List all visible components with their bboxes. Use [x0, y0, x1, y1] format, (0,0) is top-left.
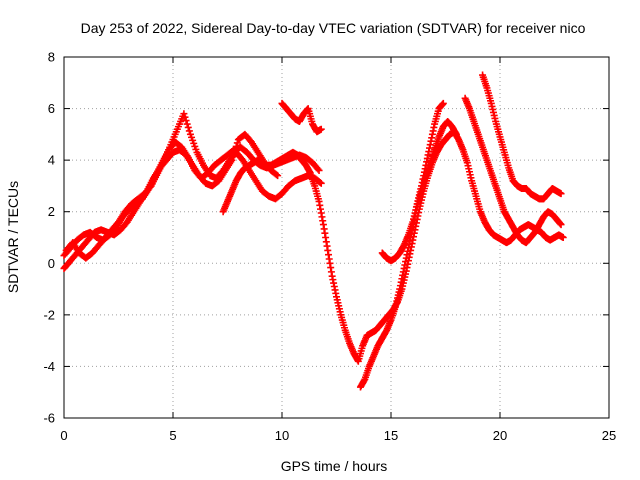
data-point	[229, 153, 237, 161]
data-point	[315, 166, 323, 174]
x-tick-label: 25	[602, 428, 616, 443]
y-tick-label: -4	[43, 359, 55, 374]
data-point	[557, 190, 565, 198]
data-point	[452, 130, 460, 138]
data-point	[185, 127, 193, 135]
data-point	[228, 156, 236, 164]
series-arc-4	[219, 128, 567, 365]
data-point	[559, 234, 567, 241]
data-points	[60, 71, 567, 391]
series-arc-8	[461, 94, 565, 247]
data-point	[181, 113, 189, 121]
series-arc-7	[378, 99, 447, 265]
series-arc-9	[479, 71, 565, 203]
x-tick-label: 15	[384, 428, 398, 443]
data-point	[231, 146, 239, 154]
y-tick-label: 2	[48, 204, 55, 219]
x-axis-label: GPS time / hours	[281, 458, 388, 474]
chart-title: Day 253 of 2022, Sidereal Day-to-day VTE…	[81, 20, 586, 36]
grid-lines	[64, 57, 609, 418]
data-point	[230, 149, 238, 157]
data-point	[232, 142, 240, 150]
y-tick-label: 4	[48, 153, 55, 168]
data-point	[180, 110, 188, 118]
y-tick-label: -6	[43, 411, 55, 426]
series-arc-2	[62, 110, 325, 262]
data-point	[183, 120, 191, 128]
y-tick-label: 0	[48, 256, 55, 271]
y-tick-label: -2	[43, 307, 55, 322]
data-point	[557, 221, 565, 229]
x-tick-label: 20	[493, 428, 507, 443]
x-tick-label: 5	[169, 428, 176, 443]
x-tick-label: 0	[60, 428, 67, 443]
x-tick-label: 10	[275, 428, 289, 443]
y-axis-label: SDTVAR / TECUs	[5, 181, 21, 293]
data-point	[317, 179, 325, 187]
series-arc-6	[356, 117, 460, 391]
data-point	[184, 123, 192, 131]
data-point	[316, 178, 324, 186]
data-point	[233, 139, 241, 147]
data-point	[273, 171, 281, 179]
axis-ticks: 0 5 10 15 20 25 -6 -4 -2 0 2 4 6 8	[43, 50, 616, 444]
y-tick-label: 6	[48, 101, 55, 116]
data-point	[314, 165, 322, 173]
data-point	[439, 99, 447, 107]
data-point	[182, 117, 190, 125]
data-point	[274, 172, 282, 180]
series-arc-5	[278, 99, 325, 136]
data-point	[317, 125, 325, 133]
y-tick-label: 8	[48, 50, 55, 65]
plot-frame	[63, 56, 610, 419]
